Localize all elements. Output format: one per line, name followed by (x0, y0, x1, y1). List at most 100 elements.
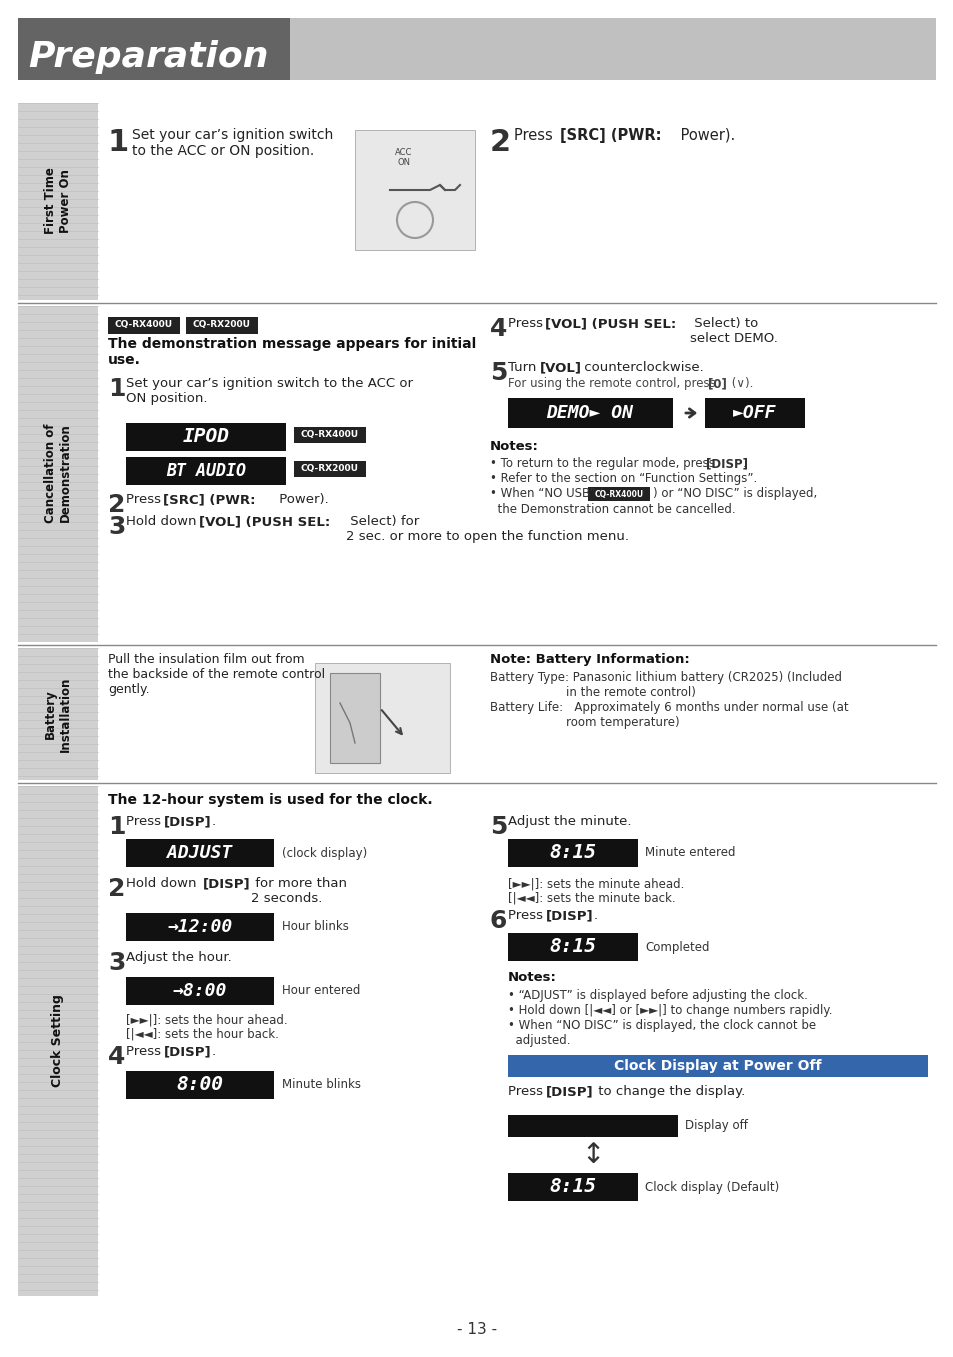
Text: Notes:: Notes: (507, 972, 557, 984)
Text: 8:15: 8:15 (549, 938, 596, 957)
Text: 3: 3 (108, 951, 125, 974)
Bar (294, 461, 366, 478)
Bar (294, 427, 366, 442)
Text: • To return to the regular mode, press: • To return to the regular mode, press (490, 457, 718, 470)
Text: [VOL]: [VOL] (539, 361, 581, 375)
Text: 3: 3 (108, 516, 125, 539)
Text: Minute entered: Minute entered (644, 847, 735, 859)
Text: Hold down: Hold down (126, 516, 200, 528)
Text: Display off: Display off (684, 1120, 747, 1133)
Text: CQ-RX400U: CQ-RX400U (114, 320, 172, 330)
Bar (126, 423, 286, 451)
Text: Battery Type: Panasonic lithium battery (CR2025) (Included: Battery Type: Panasonic lithium battery … (490, 670, 841, 684)
Text: 1: 1 (108, 377, 126, 402)
Text: Adjust the minute.: Adjust the minute. (507, 816, 631, 828)
Bar (108, 318, 180, 334)
Text: ) or “NO DISC” is displayed,: ) or “NO DISC” is displayed, (652, 487, 817, 499)
Text: Cancellation of
Demonstration: Cancellation of Demonstration (44, 423, 71, 522)
Bar (126, 839, 274, 867)
Text: CQ-RX400U: CQ-RX400U (300, 430, 358, 440)
Text: • Hold down [|◄◄] or [►►|] to change numbers rapidly.: • Hold down [|◄◄] or [►►|] to change num… (507, 1004, 832, 1016)
Text: • When “NO DISC” is displayed, the clock cannot be: • When “NO DISC” is displayed, the clock… (507, 1019, 815, 1033)
Bar (704, 398, 804, 427)
Text: 8:15: 8:15 (549, 844, 596, 863)
Text: Press: Press (507, 318, 547, 330)
Text: Note: Battery Information:: Note: Battery Information: (490, 653, 689, 666)
Text: Clock display (Default): Clock display (Default) (644, 1181, 779, 1194)
Text: Press: Press (507, 1086, 547, 1098)
Bar (126, 1071, 274, 1099)
Bar (330, 673, 379, 763)
Text: .: . (212, 816, 216, 828)
Text: Clock Display at Power Off: Clock Display at Power Off (614, 1058, 821, 1073)
Bar (507, 1172, 638, 1201)
Text: ►OFF: ►OFF (733, 404, 776, 422)
Bar (18, 100, 935, 1300)
Text: Press: Press (126, 493, 165, 506)
Text: [DISP]: [DISP] (545, 1086, 593, 1098)
Bar (126, 977, 274, 1006)
Text: [►►|]: sets the minute ahead.: [►►|]: sets the minute ahead. (507, 877, 683, 890)
Text: DEMO► ON: DEMO► ON (546, 404, 633, 422)
Text: CQ-RX200U: CQ-RX200U (193, 320, 251, 330)
Text: Battery Life:   Approximately 6 months under normal use (at: Battery Life: Approximately 6 months und… (490, 702, 848, 714)
Bar (126, 913, 274, 940)
Text: 1: 1 (108, 128, 129, 157)
Text: Battery
Installation: Battery Installation (44, 676, 71, 752)
Text: [SRC] (PWR:: [SRC] (PWR: (559, 128, 660, 142)
Text: Completed: Completed (644, 940, 709, 954)
Text: adjusted.: adjusted. (507, 1034, 570, 1048)
Text: [VOL] (PUSH SEL:: [VOL] (PUSH SEL: (199, 516, 330, 528)
Bar (587, 487, 649, 501)
Text: [SRC] (PWR:: [SRC] (PWR: (163, 493, 255, 506)
Text: ADJUST: ADJUST (167, 844, 233, 862)
Text: Set your car’s ignition switch
to the ACC or ON position.: Set your car’s ignition switch to the AC… (132, 128, 333, 159)
Bar (18, 786, 98, 1296)
Text: 5: 5 (490, 361, 507, 385)
Bar (507, 934, 638, 961)
Text: IPOD: IPOD (182, 427, 230, 446)
Bar (18, 649, 98, 780)
Text: BT AUDIO: BT AUDIO (166, 461, 246, 480)
Text: [DISP]: [DISP] (203, 877, 251, 890)
Text: Press: Press (514, 128, 557, 142)
Text: ↕: ↕ (580, 1141, 604, 1168)
Text: .: . (742, 457, 746, 470)
Text: ON: ON (397, 157, 411, 167)
Text: Select) to
select DEMO.: Select) to select DEMO. (689, 318, 777, 345)
Bar (507, 1115, 678, 1137)
Text: Press: Press (126, 816, 165, 828)
Text: [►►|]: sets the hour ahead.: [►►|]: sets the hour ahead. (126, 1012, 287, 1026)
Text: • Refer to the section on “Function Settings”.: • Refer to the section on “Function Sett… (490, 472, 757, 484)
Bar (186, 318, 257, 334)
Text: [|◄◄]: sets the minute back.: [|◄◄]: sets the minute back. (507, 892, 675, 904)
Text: 1: 1 (108, 816, 126, 839)
Text: [0]: [0] (707, 377, 726, 389)
Text: Press: Press (507, 909, 547, 921)
Text: Adjust the hour.: Adjust the hour. (126, 951, 232, 963)
Text: Hour entered: Hour entered (282, 984, 360, 997)
Text: Pull the insulation film out from
the backside of the remote control
gently.: Pull the insulation film out from the ba… (108, 653, 325, 696)
Text: 4: 4 (108, 1045, 125, 1069)
Text: Select) for
2 sec. or more to open the function menu.: Select) for 2 sec. or more to open the f… (346, 516, 628, 543)
Text: The 12-hour system is used for the clock.: The 12-hour system is used for the clock… (108, 792, 432, 807)
Text: Notes:: Notes: (490, 440, 538, 453)
Text: Turn: Turn (507, 361, 540, 375)
Bar (507, 839, 638, 867)
Text: Power).: Power). (274, 493, 329, 506)
Text: the Demonstration cannot be cancelled.: the Demonstration cannot be cancelled. (490, 503, 735, 516)
Text: in the remote control): in the remote control) (565, 687, 695, 699)
Text: 8:00: 8:00 (176, 1076, 223, 1095)
Text: 6: 6 (490, 909, 507, 934)
Text: CQ-RX400U: CQ-RX400U (594, 490, 643, 498)
Bar (355, 130, 475, 250)
Text: The demonstration message appears for initial
use.: The demonstration message appears for in… (108, 337, 476, 368)
Text: Preparation: Preparation (28, 39, 268, 75)
Bar (314, 664, 450, 773)
Bar (18, 305, 98, 642)
Text: First Time
Power On: First Time Power On (44, 167, 71, 235)
Text: CQ-RX200U: CQ-RX200U (301, 464, 358, 474)
Text: Set your car’s ignition switch to the ACC or
ON position.: Set your car’s ignition switch to the AC… (126, 377, 413, 404)
Text: →12:00: →12:00 (167, 917, 233, 936)
Text: ACC: ACC (395, 148, 412, 157)
